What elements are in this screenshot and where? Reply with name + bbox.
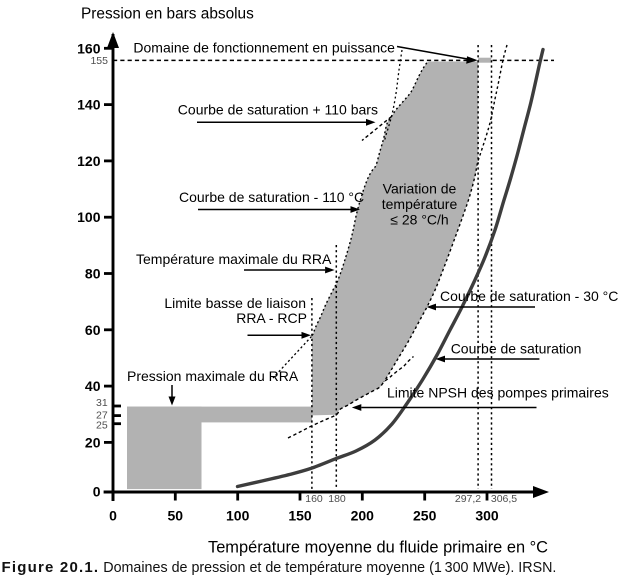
svg-text:80: 80: [85, 266, 101, 282]
svg-text:300: 300: [475, 508, 499, 524]
svg-text:0: 0: [109, 508, 117, 524]
svg-text:60: 60: [85, 322, 101, 338]
svg-text:≤ 28 °C/h: ≤ 28 °C/h: [390, 212, 448, 228]
svg-text:140: 140: [77, 97, 101, 113]
svg-text:Température moyenne du fluide: Température moyenne du fluide primaire e…: [208, 538, 548, 556]
svg-text:31: 31: [96, 397, 108, 409]
svg-text:180: 180: [328, 493, 346, 505]
svg-text:20: 20: [85, 434, 101, 450]
svg-text:150: 150: [288, 508, 312, 524]
svg-text:25: 25: [96, 420, 108, 432]
svg-text:Limite basse de liaison: Limite basse de liaison: [164, 295, 306, 311]
svg-text:50: 50: [168, 508, 184, 524]
svg-text:160: 160: [305, 493, 323, 505]
svg-text:Température maximale du RRA: Température maximale du RRA: [136, 251, 332, 267]
svg-text:RRA - RCP: RRA - RCP: [236, 310, 307, 326]
svg-text:Courbe de saturation + 110 bar: Courbe de saturation + 110 bars: [178, 102, 378, 118]
svg-text:Limite NPSH des pompes primair: Limite NPSH des pompes primaires: [387, 384, 609, 400]
svg-text:250: 250: [413, 508, 437, 524]
svg-text:40: 40: [85, 378, 101, 394]
svg-text:Courbe de saturation - 110 °C: Courbe de saturation - 110 °C: [179, 189, 364, 205]
svg-text:Figure 20.1. Domaines de press: Figure 20.1. Domaines de pression et de …: [2, 559, 557, 576]
svg-text:306,5: 306,5: [491, 493, 517, 505]
svg-text:100: 100: [226, 508, 250, 524]
svg-text:155: 155: [90, 55, 108, 67]
svg-text:Domaine de fonctionnement en p: Domaine de fonctionnement en puissance: [133, 40, 395, 56]
svg-text:160: 160: [77, 40, 101, 56]
svg-text:297,2: 297,2: [455, 493, 481, 505]
svg-text:120: 120: [77, 153, 101, 169]
svg-text:100: 100: [77, 209, 101, 225]
svg-text:Courbe de saturation - 30 °C: Courbe de saturation - 30 °C: [440, 288, 618, 304]
svg-text:Pression maximale du RRA: Pression maximale du RRA: [127, 368, 299, 384]
svg-text:27: 27: [96, 409, 108, 421]
svg-text:Pression en bars absolus: Pression en bars absolus: [81, 5, 254, 22]
svg-text:200: 200: [351, 508, 375, 524]
svg-text:Courbe de saturation: Courbe de saturation: [451, 341, 582, 357]
svg-text:Variation de: Variation de: [383, 181, 457, 197]
svg-text:0: 0: [93, 484, 101, 500]
svg-text:température: température: [382, 196, 458, 212]
